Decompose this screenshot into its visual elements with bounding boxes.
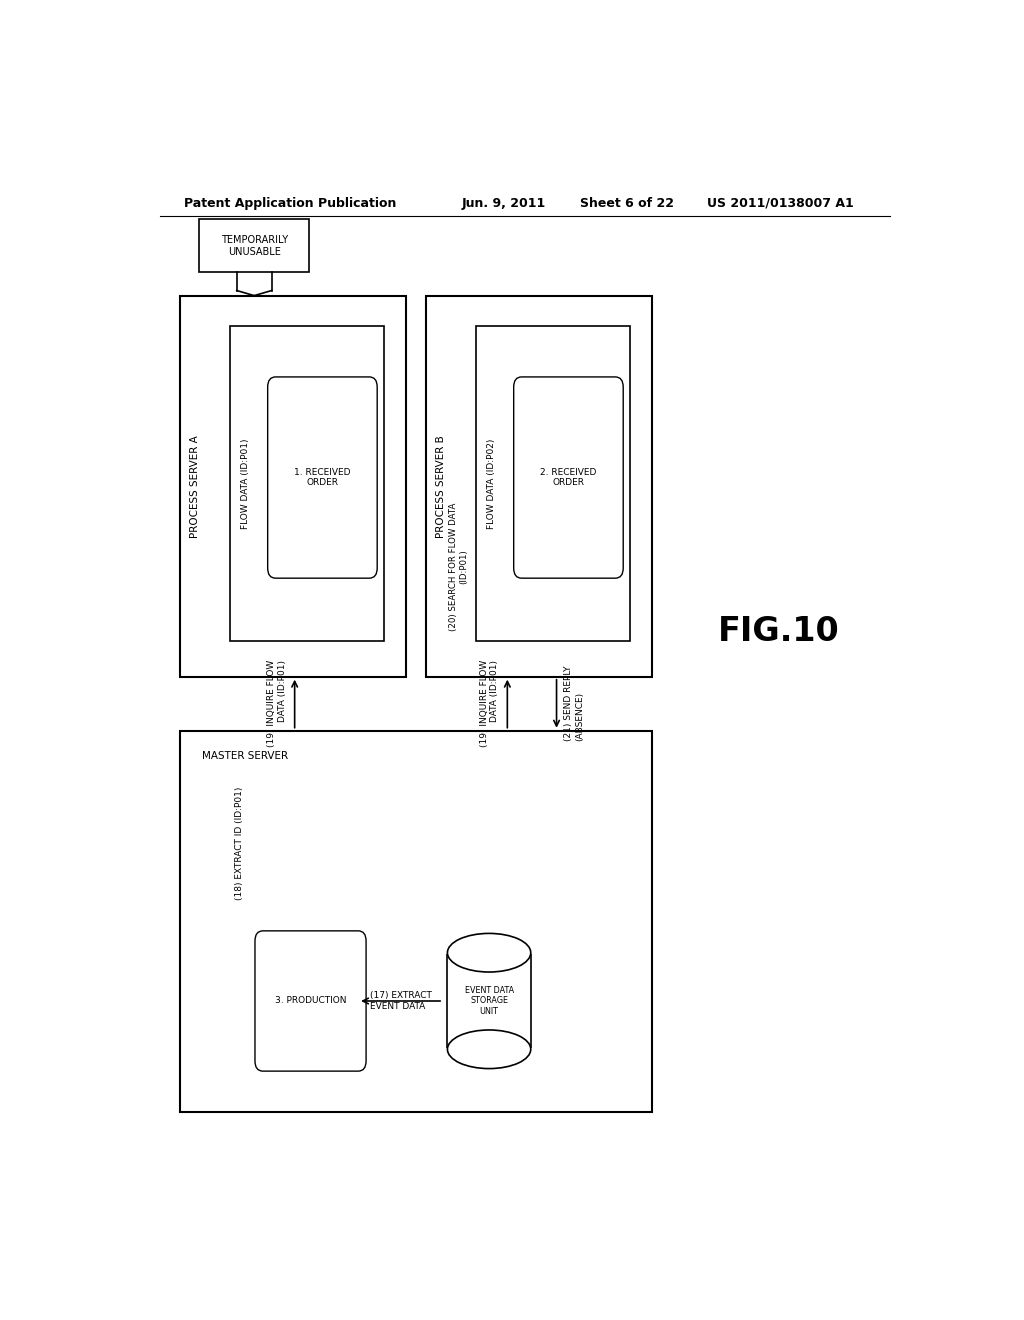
Text: US 2011/0138007 A1: US 2011/0138007 A1 [708,197,854,210]
Text: (19) INQUIRE FLOW
DATA (ID:P01): (19) INQUIRE FLOW DATA (ID:P01) [267,660,287,747]
Text: FIG.10: FIG.10 [718,615,840,648]
Text: EVENT DATA
STORAGE
UNIT: EVENT DATA STORAGE UNIT [465,986,514,1016]
FancyBboxPatch shape [426,296,651,677]
Text: FLOW DATA (ID:P02): FLOW DATA (ID:P02) [487,438,496,529]
Text: (19) INQUIRE FLOW
DATA (ID:P01): (19) INQUIRE FLOW DATA (ID:P01) [480,660,500,747]
Text: PROCESS SERVER A: PROCESS SERVER A [190,434,201,537]
Text: Patent Application Publication: Patent Application Publication [183,197,396,210]
Text: MASTER SERVER: MASTER SERVER [202,751,288,760]
Text: 3. PRODUCTION: 3. PRODUCTION [274,997,346,1006]
FancyBboxPatch shape [514,378,624,578]
Text: (17) EXTRACT
EVENT DATA: (17) EXTRACT EVENT DATA [370,991,432,1011]
Text: 2. RECEIVED
ORDER: 2. RECEIVED ORDER [541,467,597,487]
Ellipse shape [447,1030,530,1069]
FancyBboxPatch shape [447,953,530,1049]
Text: FLOW DATA (ID:P01): FLOW DATA (ID:P01) [241,438,250,529]
Text: 1. RECEIVED
ORDER: 1. RECEIVED ORDER [294,467,350,487]
Text: TEMPORARILY
UNUSABLE: TEMPORARILY UNUSABLE [220,235,288,256]
Text: Jun. 9, 2011: Jun. 9, 2011 [461,197,546,210]
FancyBboxPatch shape [229,326,384,642]
Text: PROCESS SERVER B: PROCESS SERVER B [436,434,446,537]
Text: (21) SEND REPLY
(ABSENCE): (21) SEND REPLY (ABSENCE) [564,667,584,742]
Ellipse shape [447,933,530,972]
FancyBboxPatch shape [179,296,406,677]
FancyBboxPatch shape [475,326,631,642]
Text: Sheet 6 of 22: Sheet 6 of 22 [581,197,675,210]
FancyBboxPatch shape [267,378,377,578]
FancyBboxPatch shape [200,219,309,272]
FancyBboxPatch shape [179,731,651,1111]
Text: (20) SEARCH FOR FLOW DATA
(ID:P01): (20) SEARCH FOR FLOW DATA (ID:P01) [450,503,469,631]
FancyBboxPatch shape [255,931,367,1071]
Text: (18) EXTRACT ID (ID:P01): (18) EXTRACT ID (ID:P01) [234,787,244,900]
